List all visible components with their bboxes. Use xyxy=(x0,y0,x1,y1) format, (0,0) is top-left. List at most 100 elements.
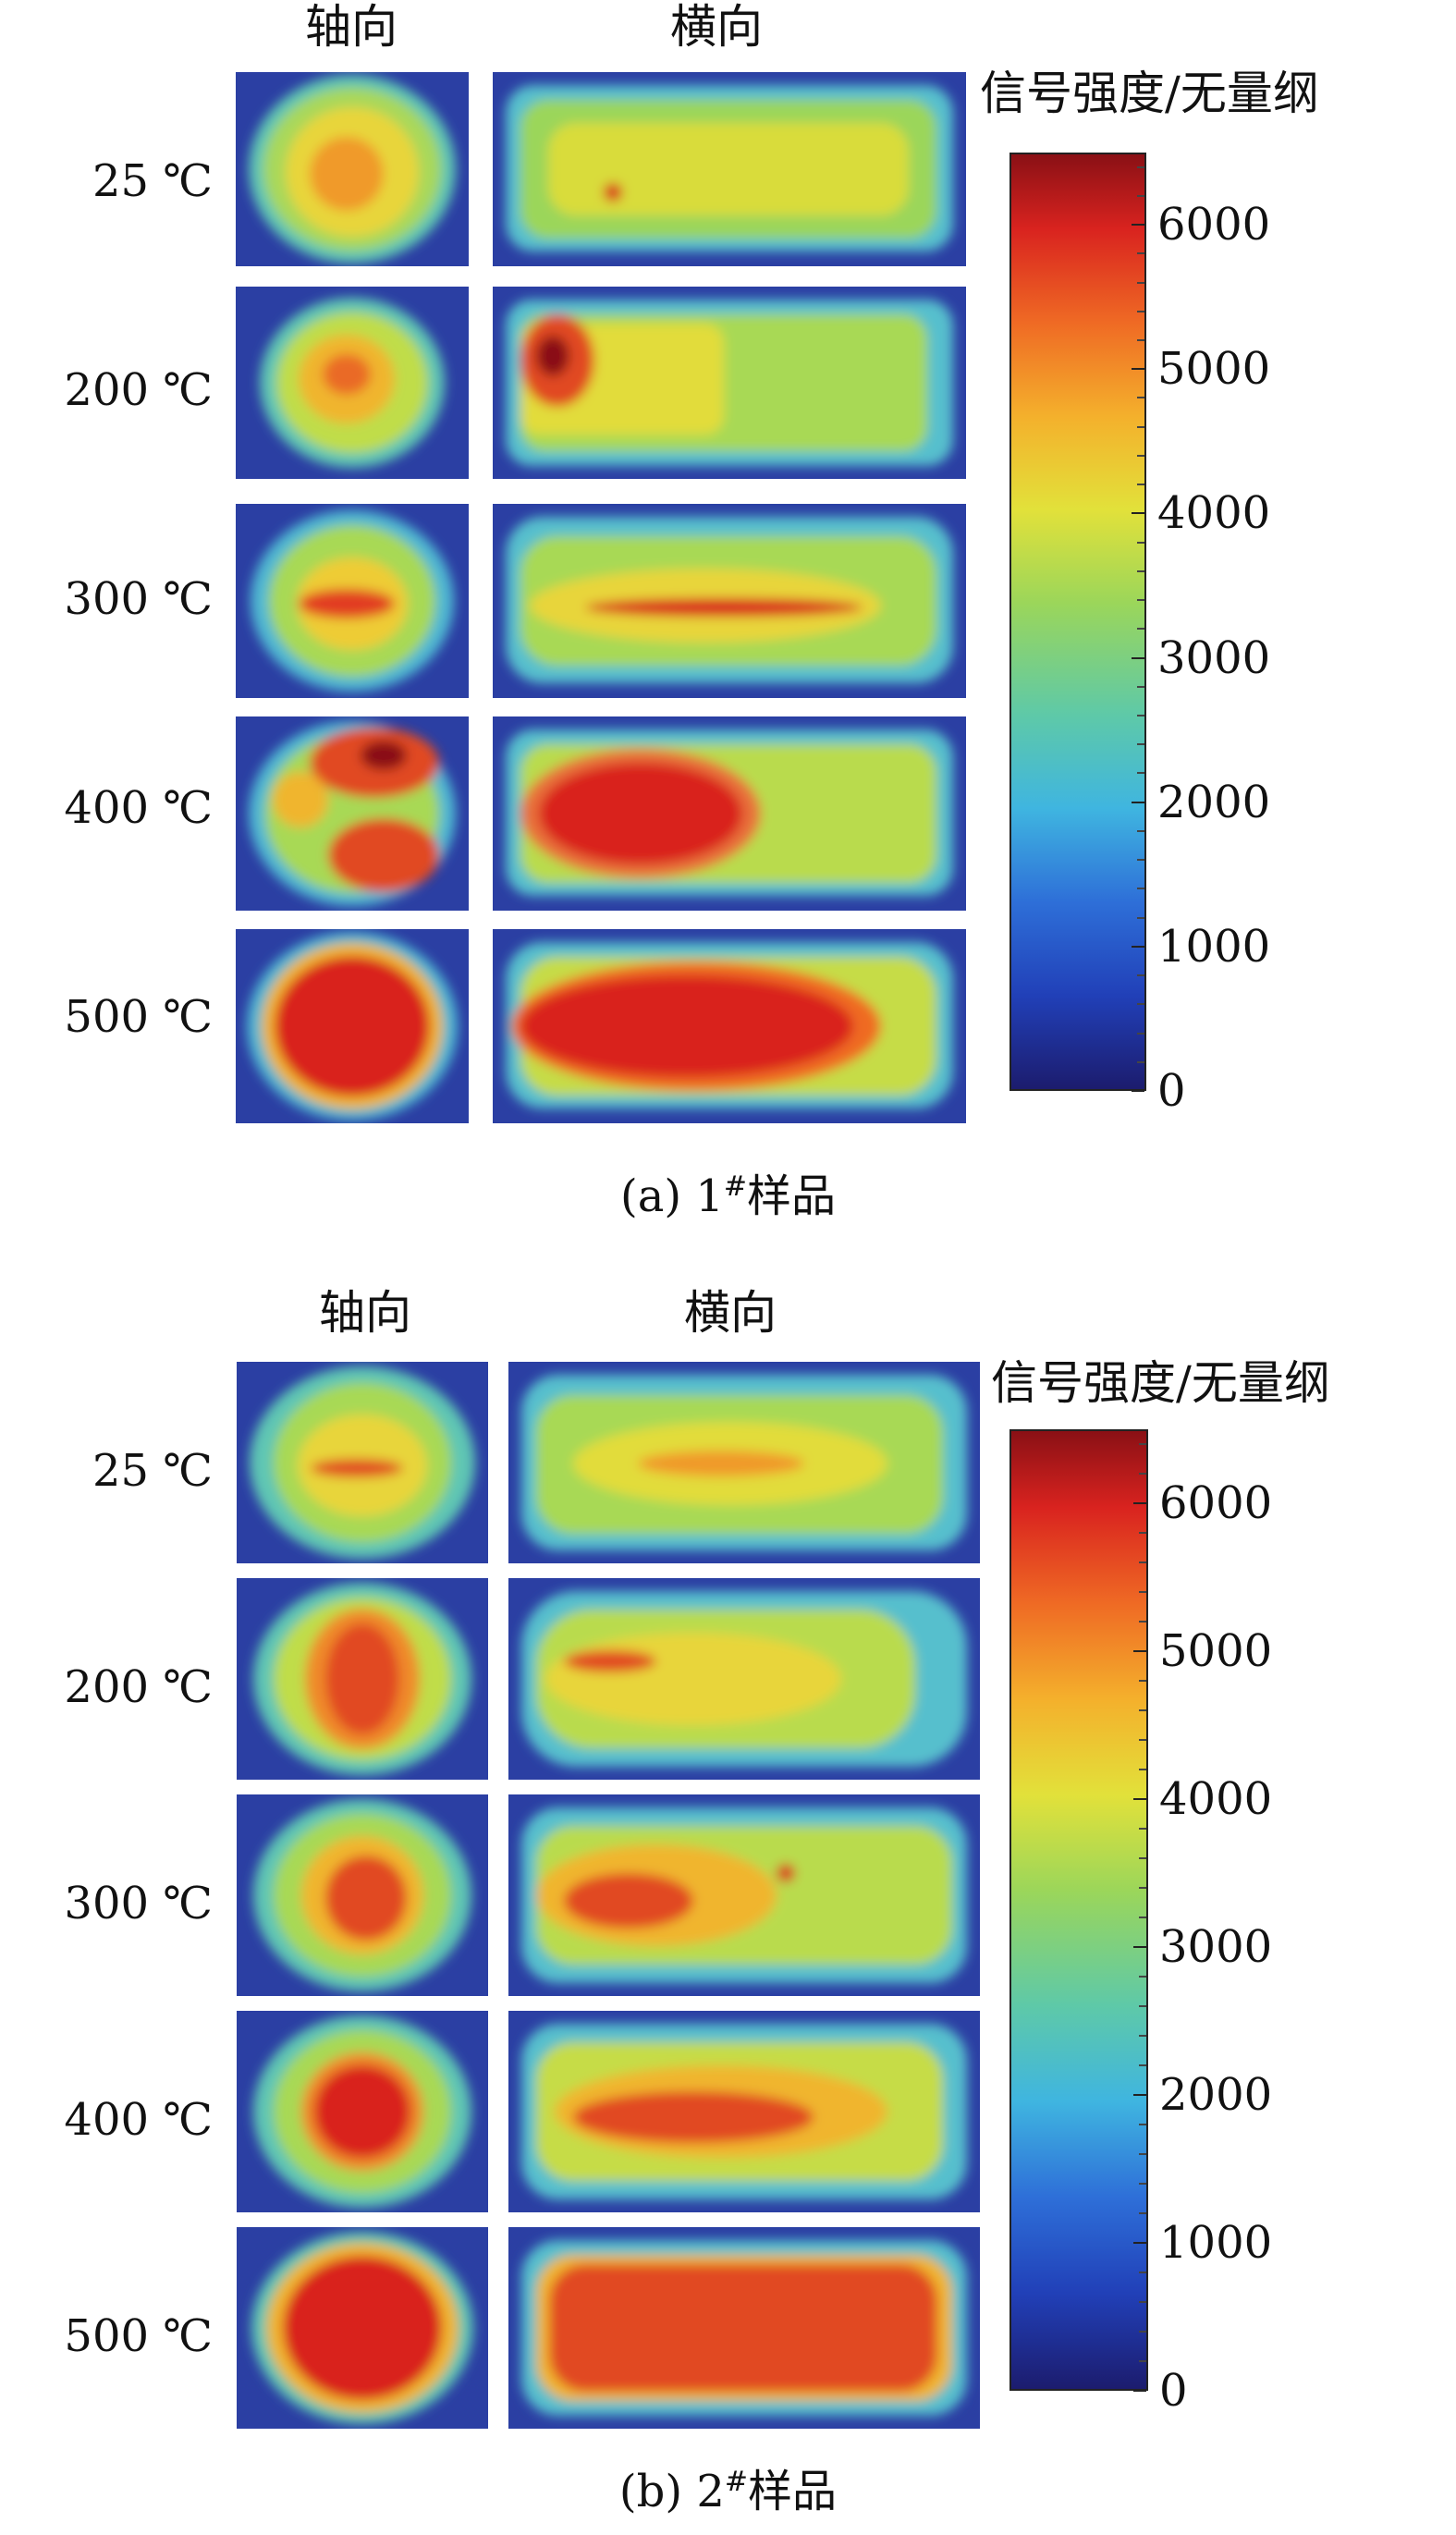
colorbar-minor-tick xyxy=(1139,1680,1146,1682)
colorbar-minor-tick xyxy=(1139,2360,1146,2362)
caption-prefix: (a) 1 xyxy=(619,1170,724,1222)
colorbar-minor-tick xyxy=(1137,397,1144,399)
colorbar-minor-tick xyxy=(1139,1443,1146,1445)
heatmap-transverse-300 xyxy=(493,504,966,698)
colorbar-minor-tick xyxy=(1139,2183,1146,2185)
colorbar-minor-tick xyxy=(1139,2124,1146,2125)
colorbar-tick-label: 5000 xyxy=(1159,1625,1273,1677)
caption-sup: # xyxy=(723,1170,747,1203)
colorbar-minor-tick xyxy=(1137,916,1144,919)
colorbar-minor-tick xyxy=(1139,1621,1146,1623)
colorbar-minor-tick xyxy=(1137,685,1144,688)
panel-a: 轴向 横向 25 ℃ 200 ℃ 300 ℃ 400 ℃ 500 ℃ 信号强度/… xyxy=(0,0,1456,1219)
colorbar-minor-tick xyxy=(1137,743,1144,746)
colorbar-tick xyxy=(1133,2390,1146,2392)
row-label: 25 ℃ xyxy=(92,1445,213,1497)
heatmap-transverse-500 xyxy=(508,2227,980,2429)
row-label: 200 ℃ xyxy=(64,1661,213,1713)
heatmap-transverse-400 xyxy=(508,2011,980,2212)
colorbar-minor-tick xyxy=(1137,859,1144,862)
colorbar-minor-tick xyxy=(1139,1739,1146,1741)
colorbar-minor-tick xyxy=(1139,1591,1146,1593)
colorbar-tick xyxy=(1132,512,1144,515)
caption-suffix: 样品 xyxy=(748,2466,838,2517)
heatmap-transverse-200 xyxy=(493,287,966,479)
heatmap-axial-500 xyxy=(237,2227,488,2429)
colorbar-tick-label: 3000 xyxy=(1159,1921,1273,1973)
colorbar-tick xyxy=(1133,1946,1146,1948)
colorbar-minor-tick xyxy=(1139,2035,1146,2037)
colorbar-minor-tick xyxy=(1137,281,1144,284)
heatmap-transverse-300 xyxy=(508,1794,980,1996)
colorbar-minor-tick xyxy=(1139,1887,1146,1889)
colorbar-tick-label: 0 xyxy=(1157,1065,1186,1117)
caption-prefix: (b) 2 xyxy=(618,2466,725,2517)
colorbar-minor-tick xyxy=(1139,1769,1146,1770)
colorbar-minor-tick xyxy=(1137,252,1144,255)
heatmap-axial-400 xyxy=(237,2011,488,2212)
colorbar-minor-tick xyxy=(1139,2331,1146,2333)
colorbar-minor-tick xyxy=(1139,1709,1146,1711)
colorbar-minor-tick xyxy=(1137,888,1144,890)
colorbar-minor-tick xyxy=(1137,1032,1144,1035)
colorbar-minor-tick xyxy=(1139,1976,1146,1978)
colorbar-tick-label: 6000 xyxy=(1159,1477,1273,1529)
col-header-transverse: 横向 xyxy=(670,0,763,54)
row-label: 400 ℃ xyxy=(64,2094,213,2146)
heatmap-transverse-400 xyxy=(493,716,966,911)
colorbar-minor-tick xyxy=(1139,1828,1146,1830)
colorbar-minor-tick xyxy=(1137,194,1144,197)
heatmap-axial-25 xyxy=(237,1362,488,1563)
colorbar-minor-tick xyxy=(1139,1532,1146,1534)
colorbar-tick xyxy=(1133,1502,1146,1504)
colorbar-minor-tick xyxy=(1139,2005,1146,2007)
colorbar-tick xyxy=(1132,801,1144,803)
row-label: 300 ℃ xyxy=(64,573,213,625)
colorbar-tick-label: 4000 xyxy=(1157,487,1271,540)
colorbar-minor-tick xyxy=(1139,1917,1146,1918)
colorbar-minor-tick xyxy=(1139,1561,1146,1563)
colorbar-tick xyxy=(1133,2094,1146,2096)
colorbar-tick xyxy=(1133,1650,1146,1652)
colorbar-tick-label: 2000 xyxy=(1157,776,1271,828)
colorbar-tick-label: 6000 xyxy=(1157,199,1271,251)
row-label: 200 ℃ xyxy=(64,364,213,416)
colorbar-tick-label: 3000 xyxy=(1157,631,1271,684)
colorbar-minor-tick xyxy=(1137,454,1144,457)
colorbar-minor-tick xyxy=(1139,1473,1146,1475)
colorbar-minor-tick xyxy=(1137,974,1144,977)
colorbar-tick-label: 1000 xyxy=(1157,920,1271,973)
colorbar-tick xyxy=(1133,2242,1146,2244)
colorbar-minor-tick xyxy=(1137,1060,1144,1063)
caption-a: (a) 1#样品 xyxy=(0,1165,1456,1219)
heatmap-axial-300 xyxy=(236,504,469,698)
colorbar-tick xyxy=(1133,1798,1146,1800)
heatmap-axial-400 xyxy=(236,716,469,911)
colorbar-title: 信号强度/无量纲 xyxy=(991,1356,1330,1410)
colorbar-minor-tick xyxy=(1139,2153,1146,2155)
heatmap-axial-300 xyxy=(237,1794,488,1996)
heatmap-transverse-500 xyxy=(493,929,966,1123)
colorbar-tick-label: 4000 xyxy=(1159,1773,1273,1825)
colorbar-tick xyxy=(1132,945,1144,948)
colorbar-tick xyxy=(1132,656,1144,659)
colorbar-tick-label: 2000 xyxy=(1159,2069,1273,2121)
heatmap-transverse-25 xyxy=(493,72,966,266)
colorbar-tick-label: 0 xyxy=(1159,2365,1188,2417)
colorbar-minor-tick xyxy=(1139,2301,1146,2303)
col-header-transverse: 横向 xyxy=(684,1286,777,1340)
heatmap-axial-25 xyxy=(236,72,469,266)
colorbar-tick xyxy=(1132,224,1144,227)
colorbar-minor-tick xyxy=(1137,1003,1144,1006)
row-label: 400 ℃ xyxy=(64,782,213,834)
colorbar-title: 信号强度/无量纲 xyxy=(980,67,1319,120)
colorbar-minor-tick xyxy=(1139,2064,1146,2066)
colorbar-minor-tick xyxy=(1139,2212,1146,2214)
row-label: 500 ℃ xyxy=(64,991,213,1043)
row-label: 300 ℃ xyxy=(64,1878,213,1929)
panel-b: 轴向 横向 25 ℃ 200 ℃ 300 ℃ 400 ℃ 500 ℃ 信号强度/… xyxy=(0,1268,1456,2535)
caption-b: (b) 2#样品 xyxy=(0,2460,1456,2514)
colorbar-tick xyxy=(1132,368,1144,371)
colorbar-tick-label: 1000 xyxy=(1159,2217,1273,2269)
colorbar-minor-tick xyxy=(1137,165,1144,168)
